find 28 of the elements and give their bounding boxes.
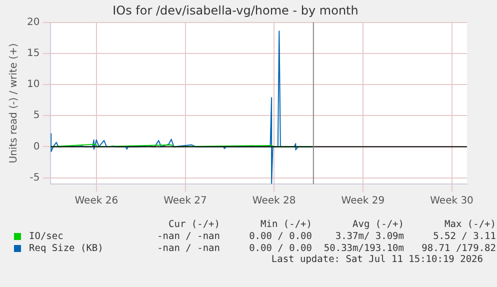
- text: -nan / -nan: [156, 230, 220, 242]
- x-tick-label: Week 29: [341, 196, 385, 207]
- y-tick-label: 5: [33, 110, 40, 122]
- text: Last update: Sat Jul 11 15:10:19 2026: [270, 254, 484, 265]
- text: Cur (-/+): [168, 218, 220, 230]
- text: 5.52 / 3.11: [432, 230, 496, 242]
- y-tick-label: 15: [26, 48, 40, 60]
- text: Avg (-/+): [352, 218, 404, 230]
- y-axis-title: Units read (-) / write (+): [8, 43, 20, 164]
- y-tick-label: 20: [26, 16, 40, 28]
- y-tick-label: 10: [26, 79, 40, 90]
- text: 3.37m/ 3.09m: [334, 230, 404, 242]
- chart-title: IOs for /dev/isabella-vg/home - by month: [112, 3, 358, 18]
- x-tick-label: Week 26: [74, 196, 118, 207]
- x-tick-label: Week 27: [164, 196, 207, 207]
- text: 98.71 /179.82: [420, 242, 496, 254]
- text: Max (-/+): [444, 218, 496, 230]
- text: -nan / -nan: [156, 242, 220, 254]
- x-tick-label: Week 30: [430, 196, 474, 207]
- y-tick-label: -5: [30, 172, 40, 184]
- text: 0.00 / 0.00: [248, 242, 312, 254]
- y-tick-label: 0: [33, 141, 40, 152]
- text: Min (-/+): [260, 218, 312, 230]
- legend-label: IO/sec: [29, 230, 64, 242]
- x-tick-label: Week 28: [252, 196, 296, 207]
- legend-label: Req Size (KB): [29, 242, 104, 254]
- text: 0.00 / 0.00: [248, 230, 312, 242]
- text: 50.33m/193.10m: [322, 242, 404, 254]
